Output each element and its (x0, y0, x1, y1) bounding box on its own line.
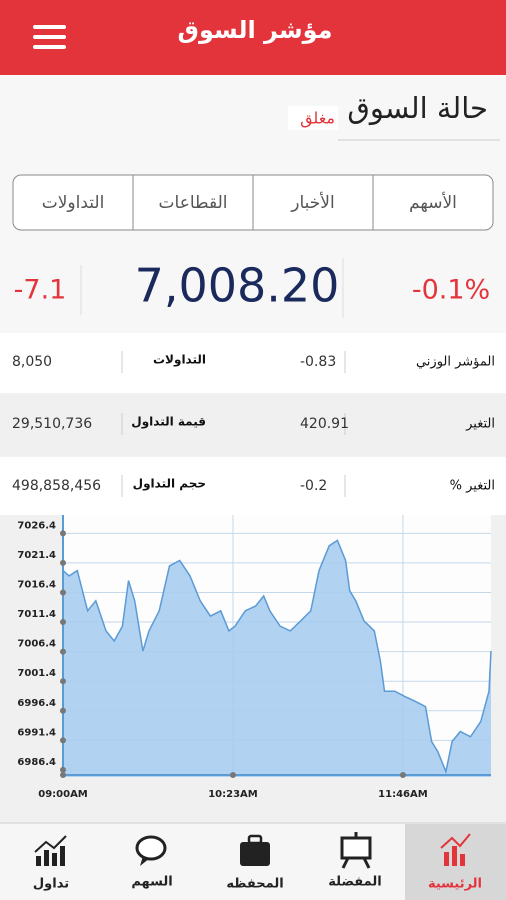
y-tick-dot (60, 648, 66, 655)
header-title: مؤشر السوق (178, 16, 333, 44)
y-tick-dot (60, 559, 66, 566)
x-tick-dot (60, 772, 66, 778)
stat-value: 420.91 (300, 416, 349, 432)
y-tick-dot (60, 766, 66, 773)
header-bar (0, 0, 506, 75)
menu-line (33, 45, 66, 49)
market-status-label: حالة السوق (347, 91, 488, 125)
index-change-percent: -0.1% (412, 275, 490, 306)
y-tick-label: 6996.4 (17, 698, 56, 709)
market-status-value: مغلق (300, 109, 335, 129)
x-tick-label: 11:46AM (378, 789, 428, 800)
home-icon (440, 833, 471, 866)
stat-label: حجم التداول (133, 477, 206, 492)
stats-row (0, 395, 506, 455)
stat-label: قيمة التداول (131, 415, 206, 430)
stat-label: التغير (465, 417, 495, 432)
tab[interactable]: القطاعات (159, 193, 228, 213)
y-tick-label: 7026.4 (17, 520, 56, 531)
status-badge (288, 106, 338, 130)
icon-part (140, 856, 150, 866)
stat-value: -0.2 (300, 478, 327, 494)
icon-part (247, 834, 263, 845)
trade-icon (34, 835, 67, 866)
area (63, 540, 491, 777)
x-tick-dot (229, 772, 236, 778)
stat-value: -0.83 (300, 354, 336, 370)
x-tick-label: 09:00AM (38, 789, 88, 800)
chart: 6986.4 6991.4 6996.4 7001.4 7006.4 7011.4 7016… (17, 515, 492, 800)
y-tick-dot (60, 707, 66, 714)
icon-part (460, 854, 465, 866)
y-tick-dot (60, 678, 66, 685)
y-tick-dot (60, 530, 66, 537)
icon-part (36, 856, 41, 866)
icon-part (440, 833, 471, 849)
y-tick-label: 7016.4 (17, 579, 56, 590)
y-tick-label: 7001.4 (17, 668, 56, 679)
icon-part (34, 835, 67, 853)
stats-row (0, 457, 506, 517)
x-tick-label: 10:23AM (208, 789, 258, 800)
index-change: -7.1 (14, 275, 67, 306)
icon-part (60, 846, 65, 866)
tab[interactable]: التداولات (42, 193, 105, 213)
y-tick-label: 6986.4 (17, 757, 56, 768)
line (62, 539, 492, 775)
stat-label: التغير % (450, 479, 495, 494)
icon-part (240, 842, 270, 866)
menu-button[interactable] (33, 25, 66, 49)
portfolio-icon (240, 834, 270, 866)
stat-value: 498,858,456 (12, 478, 101, 494)
y-tick-label: 7011.4 (17, 609, 56, 620)
y-tick-label: 6991.4 (17, 727, 56, 738)
stat-label: المؤشر الوزني (416, 355, 495, 370)
stat-label: التداولات (153, 353, 206, 368)
icon-part (341, 857, 350, 869)
stats-row (0, 333, 506, 393)
stock-icon (135, 835, 167, 866)
stats-table: المؤشر الوزني -0.83 التداولات 8,050 التغير 42… (0, 333, 506, 517)
y-tick-dot (60, 589, 66, 596)
x-tick-dot (399, 772, 406, 778)
y-tick-dot (60, 619, 66, 626)
tab[interactable]: الأسهم (409, 192, 457, 213)
nav-item[interactable]: الرئيسية (428, 877, 482, 892)
y-tick-label: 7006.4 (17, 639, 56, 650)
nav-item[interactable]: تداول (33, 877, 69, 892)
icon-part (340, 836, 372, 860)
stat-value: 29,510,736 (12, 416, 92, 432)
icon-part (44, 850, 49, 866)
menu-line (33, 25, 66, 29)
y-tick-dot (60, 737, 66, 744)
icon-part (362, 857, 371, 869)
nav-item[interactable]: المفضلة (328, 875, 381, 890)
icon-part (52, 853, 57, 866)
icon-part (452, 846, 457, 866)
tab[interactable]: الأخبار (290, 192, 334, 213)
nav-item[interactable]: السهم (131, 875, 172, 890)
index-value: 7,008.20 (135, 259, 340, 313)
menu-line (33, 35, 66, 39)
nav-item[interactable]: المحفظه (226, 877, 283, 892)
icon-part (135, 835, 167, 861)
favorites-icon (340, 832, 372, 869)
icon-part (444, 852, 449, 866)
y-tick-label: 7021.4 (17, 550, 56, 561)
stat-value: 8,050 (12, 354, 52, 370)
